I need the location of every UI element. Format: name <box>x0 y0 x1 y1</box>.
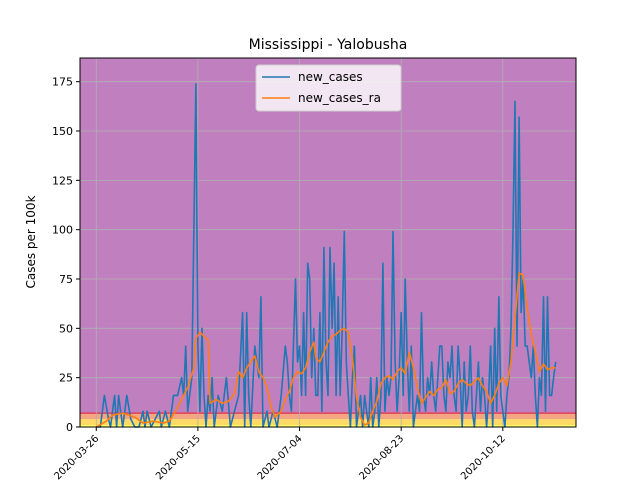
x-tick-label: 2020-03-26 <box>53 433 102 480</box>
band-2 <box>80 413 576 420</box>
legend-box <box>255 64 402 112</box>
y-axis-label: Cases per 100k <box>24 195 38 288</box>
y-tick-label: 100 <box>52 224 73 237</box>
x-tick-label: 2020-05-15 <box>154 433 203 480</box>
y-tick-label: 0 <box>66 421 73 434</box>
y-axis: 0 25 50 75 100 125 150 175 <box>52 76 80 434</box>
legend-label-new_cases_ra: new_cases_ra <box>298 91 381 105</box>
legend-label-new_cases: new_cases <box>298 70 363 84</box>
y-tick-label: 25 <box>59 372 73 385</box>
legend: new_cases new_cases_ra <box>255 64 402 112</box>
y-tick-label: 50 <box>59 322 73 335</box>
y-tick-label: 125 <box>52 174 73 187</box>
band-1 <box>80 419 576 426</box>
x-tick-label: 2020-07-04 <box>256 433 305 480</box>
y-tick-label: 75 <box>59 273 73 286</box>
x-tick-label: 2020-10-12 <box>459 433 508 480</box>
series-line-new_cases_ra <box>95 272 556 428</box>
series-layer <box>95 82 557 428</box>
y-tick-label: 175 <box>52 76 73 89</box>
chart-title: Mississippi - Yalobusha <box>249 37 408 53</box>
plot-frame <box>79 57 577 428</box>
series-line-new_cases <box>96 82 557 428</box>
x-tick-label: 2020-08-23 <box>357 433 406 480</box>
band-0 <box>80 425 576 427</box>
x-axis: 2020-03-26 2020-05-15 2020-07-04 2020-08-23… <box>53 427 508 480</box>
y-tick-label: 150 <box>52 125 73 138</box>
